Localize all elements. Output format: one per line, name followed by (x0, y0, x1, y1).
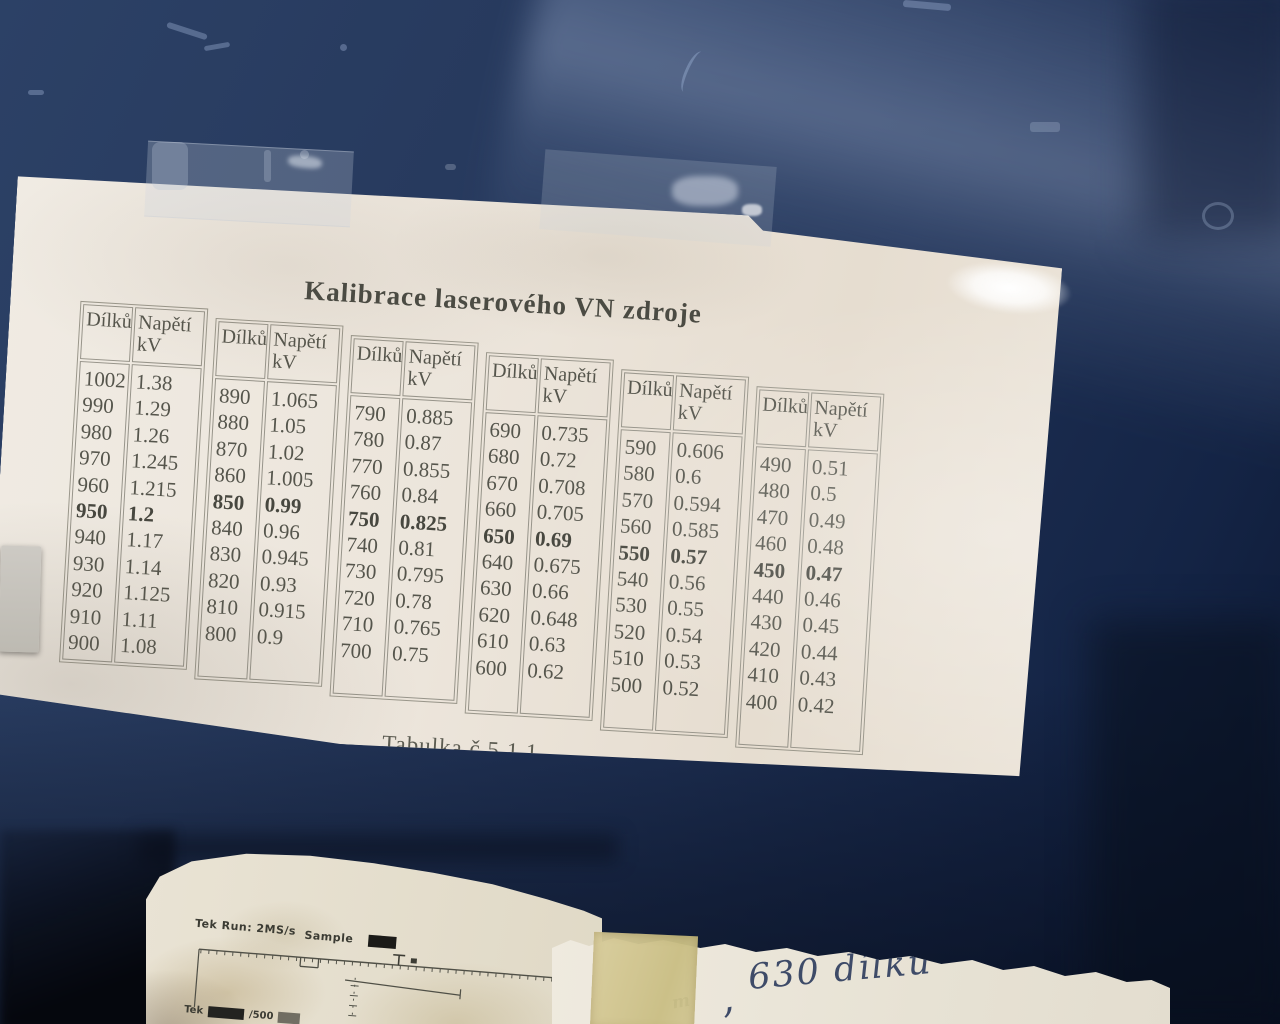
kv-label: kV (542, 384, 568, 408)
kv-label: kV (406, 367, 433, 391)
scope-trigger-status-box (367, 934, 397, 949)
header-dilku: Dílků (756, 389, 809, 447)
kv-values: 0.606 0.6 0.594 0.585 0.57 0.56 0.55 0.54 0.53 0.… (655, 432, 743, 735)
header-napeti-kv: Napětí kV (673, 375, 746, 434)
scratch-speck (300, 150, 309, 159)
kv-values: 1.065 1.05 1.02 1.005 0.99 0.96 0.945 0.93 0.915… (249, 381, 337, 684)
header-napeti-kv: Napětí kV (538, 358, 611, 417)
oscilloscope-printout: Tek Run: 2MS/s Sample Tek /500 (176, 912, 585, 1024)
paper-shadow-band (138, 834, 618, 862)
right-shade (1090, 620, 1280, 1024)
column-pair-1: Dílků Napětí kV 1002 990 980 970 960 950 940 93… (59, 301, 208, 670)
header-dilku: Dílků (80, 304, 133, 362)
kv-label: kV (812, 418, 839, 443)
header-dilku: Dílků (350, 338, 403, 396)
header-napeti-kv: Napětí kV (808, 392, 881, 451)
top-right-shade (1140, 0, 1280, 240)
header-dilku: Dílků (486, 355, 539, 413)
header-napeti-kv: Napětí kV (132, 307, 205, 366)
calibration-sheet-paper: Kalibrace laserového VN zdroje Dílků Nap… (0, 172, 1064, 785)
column-pair-6: Dílků Napětí kV 490 480 470 460 450 440 430 420… (735, 386, 884, 755)
oscilloscope-graticule (193, 948, 565, 1018)
tape-glint (742, 204, 762, 216)
yellow-tape (589, 931, 699, 1024)
scratch-speck (445, 164, 456, 170)
scope-readout-box (277, 1011, 301, 1024)
column-pair-5: Dílků Napětí kV 590 580 570 560 550 540 530 520… (600, 369, 749, 738)
scope-channel-box (207, 1006, 245, 1020)
kv-values: 0.735 0.72 0.708 0.705 0.69 0.675 0.66 0.648 0.6… (520, 415, 608, 718)
scope-run-label: Tek Run: 2MS/s (194, 916, 297, 938)
clear-tape-top-left (144, 140, 354, 228)
calibration-table: Dílků Napětí kV 1002 990 980 970 960 950 940 93… (56, 301, 1056, 765)
column-pair-2: Dílků Napětí kV 890 880 870 860 850 840 830 820… (194, 318, 343, 687)
header-dilku: Dílků (621, 372, 674, 430)
scratch-mark (28, 90, 44, 95)
kv-values: 0.885 0.87 0.855 0.84 0.825 0.81 0.795 0.78 0.76… (385, 398, 473, 701)
scratch-ring (1202, 202, 1234, 230)
tape-remnant-drip (264, 150, 271, 182)
bottom-left-dark-corner (0, 830, 175, 1024)
tape-glint (672, 176, 738, 206)
scratch-speck (340, 44, 347, 51)
column-pair-3: Dílků Napětí kV 790 780 770 760 750 740 730 720… (329, 335, 478, 704)
kv-label: kV (136, 333, 163, 357)
header-napeti-kv: Napětí kV (267, 324, 340, 383)
kv-label: kV (677, 401, 703, 425)
scope-scale-fragment: /500 (248, 1009, 274, 1023)
kv-label: kV (271, 350, 298, 374)
column-pair-4: Dílků Napětí kV 690 680 670 660 650 640 630 620… (465, 352, 614, 721)
kv-values: 1.38 1.29 1.26 1.245 1.215 1.2 1.17 1.14 1.125 1.… (114, 364, 202, 667)
tape-remnant-blob (152, 142, 188, 190)
kv-values: 0.51 0.5 0.49 0.48 0.47 0.46 0.45 0.44 0.43 0.42 (790, 449, 878, 752)
tape-left-edge (0, 545, 42, 653)
handwriting-comma: , (715, 975, 738, 1023)
scratch-speck (1030, 122, 1060, 132)
header-napeti-kv: Napětí kV (402, 341, 475, 400)
header-dilku: Dílků (215, 321, 268, 379)
scope-sample-label: Sample (304, 928, 354, 946)
scope-bottom-tek-label: Tek (183, 1004, 204, 1017)
